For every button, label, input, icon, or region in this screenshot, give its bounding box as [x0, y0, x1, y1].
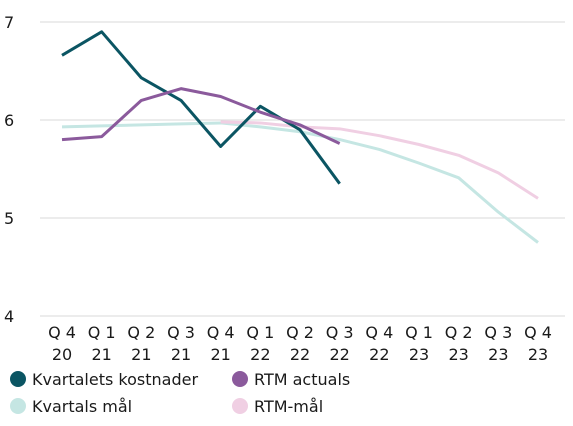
x-tick-label-line: Q 2 [445, 323, 473, 342]
x-tick-label: Q 4 21 [207, 323, 235, 364]
x-tick-label: Q 3 22 [326, 323, 354, 364]
x-tick-label-line: 23 [448, 345, 468, 364]
series-line [61, 87, 341, 145]
legend-label: RTM-mål [254, 397, 323, 416]
x-tick-label: Q 4 22 [365, 323, 393, 364]
x-tick-label-line: Q 2 [286, 323, 314, 342]
x-tick-label-line: 20 [52, 345, 72, 364]
x-tick-label: Q 2 23 [445, 323, 473, 364]
y-tick-label: 7 [4, 13, 14, 32]
x-tick-label-line: 21 [91, 345, 111, 364]
x-tick-label-line: 22 [250, 345, 270, 364]
x-tick-label: Q 3 21 [167, 323, 195, 364]
x-tick-label-line: 22 [369, 345, 389, 364]
x-tick-label-line: Q 4 [365, 323, 393, 342]
x-tick-label-line: 22 [329, 345, 349, 364]
x-tick-label: Q 2 22 [286, 323, 314, 364]
x-tick-label: Q 2 21 [127, 323, 155, 364]
series-line [61, 30, 341, 185]
x-tick-label-line: Q 4 [48, 323, 76, 342]
x-tick-label-line: Q 3 [326, 323, 354, 342]
x-tick-label-line: Q 3 [167, 323, 195, 342]
y-tick-label: 6 [4, 111, 14, 130]
legend-swatch [10, 398, 26, 414]
series-line [220, 120, 539, 200]
series-line [61, 121, 539, 244]
legend-label: Kvartals mål [32, 397, 132, 416]
y-tick-label: 5 [4, 209, 14, 228]
x-tick-label-line: Q 2 [127, 323, 155, 342]
x-tick-label-line: 23 [409, 345, 429, 364]
legend-label: RTM actuals [254, 370, 350, 389]
x-tick-label-line: 21 [131, 345, 151, 364]
legend-swatch [10, 371, 26, 387]
x-tick-label-line: Q 4 [524, 323, 552, 342]
x-tick-label: Q 3 23 [484, 323, 512, 364]
x-tick-label-line: 22 [290, 345, 310, 364]
x-tick-label-line: Q 1 [405, 323, 433, 342]
x-tick-label-line: 21 [210, 345, 230, 364]
x-tick-label: Q 1 21 [88, 323, 116, 364]
x-tick-label-line: 23 [488, 345, 508, 364]
x-tick-label: Q 1 22 [246, 323, 274, 364]
x-tick-label-line: 23 [528, 345, 548, 364]
x-tick-label: Q 4 23 [524, 323, 552, 364]
legend-label: Kvartalets kostnader [32, 370, 198, 389]
x-tick-label-line: Q 1 [246, 323, 274, 342]
x-tick-label: Q 4 20 [48, 323, 76, 364]
x-tick-label: Q 1 23 [405, 323, 433, 364]
x-tick-label-line: Q 4 [207, 323, 235, 342]
y-tick-label: 4 [4, 307, 14, 326]
legend-swatch [232, 371, 248, 387]
x-tick-label-line: 21 [171, 345, 191, 364]
legend-swatch [232, 398, 248, 414]
x-tick-label-line: Q 3 [484, 323, 512, 342]
x-tick-label-line: Q 1 [88, 323, 116, 342]
